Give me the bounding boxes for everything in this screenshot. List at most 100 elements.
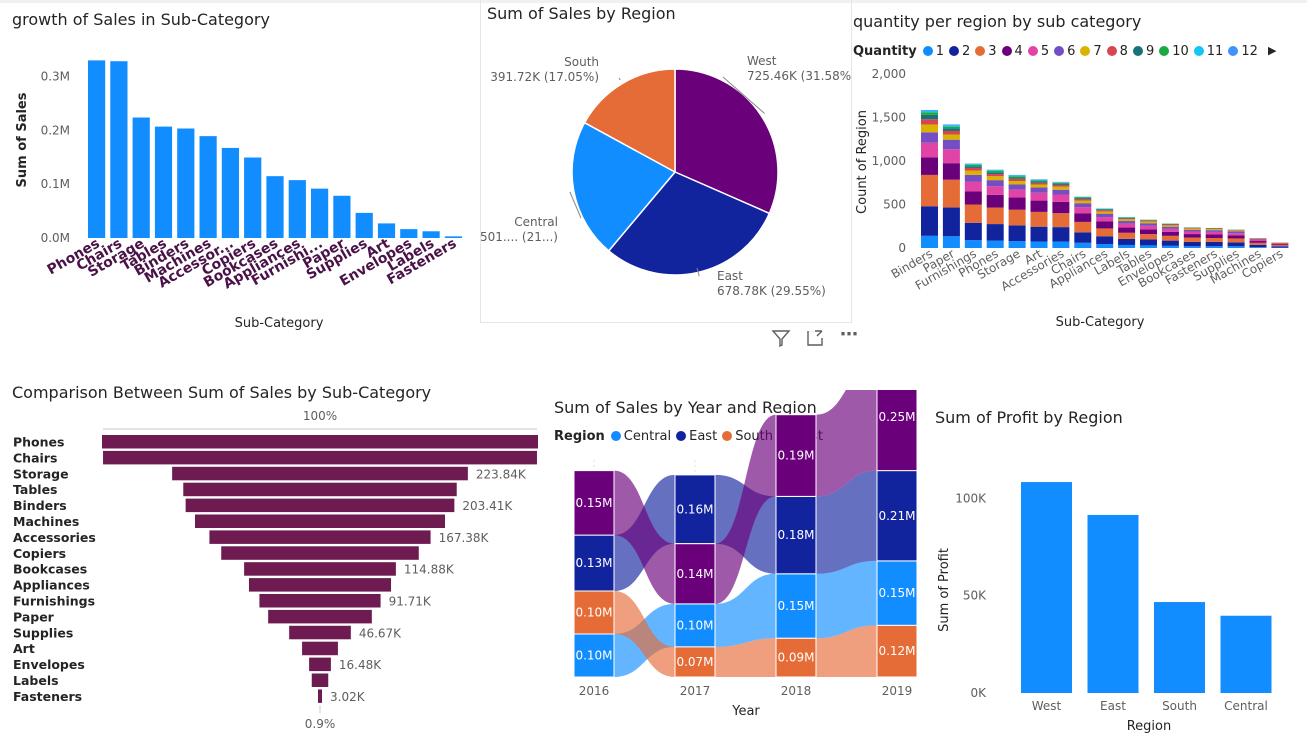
y-tick-label: 0 bbox=[898, 241, 906, 255]
chart-title: Comparison Between Sum of Sales by Sub-C… bbox=[12, 383, 432, 402]
bar-segment bbox=[1227, 242, 1245, 247]
y-tick-label: 0.2M bbox=[41, 123, 70, 137]
legend-item[interactable]: 7 bbox=[1080, 44, 1102, 59]
bar-segment bbox=[942, 130, 960, 135]
legend-dot bbox=[676, 431, 687, 441]
ribbon-value-label: 0.10M bbox=[575, 606, 612, 620]
bar bbox=[177, 128, 195, 238]
bar-segment bbox=[986, 171, 1004, 173]
x-tick-label: East bbox=[1100, 699, 1126, 713]
y-tick-label: 0.3M bbox=[41, 70, 70, 84]
chart-title: Sum of Sales by Region bbox=[487, 4, 676, 23]
bar-segment bbox=[1030, 226, 1048, 242]
ribbon-value-label: 0.13M bbox=[575, 556, 612, 570]
bar-segment bbox=[986, 240, 1004, 248]
funnel-category-label: Chairs bbox=[13, 450, 57, 465]
legend-next-arrow-icon[interactable]: ▶ bbox=[1268, 44, 1277, 57]
bar-segment bbox=[986, 180, 1004, 187]
funnel-value-label: 16.48K bbox=[339, 658, 382, 672]
funnel-category-label: Accessories bbox=[13, 530, 96, 545]
ribbon-column bbox=[674, 603, 716, 648]
funnel-bar bbox=[194, 514, 446, 528]
sales-subcategory-funnel-visual[interactable]: Comparison Between Sum of Sales by Sub-C… bbox=[0, 375, 550, 737]
ribbon-value-label: 0.19M bbox=[777, 449, 814, 463]
funnel-category-label: Supplies bbox=[13, 625, 73, 640]
chart-svg: 05001,0001,5002,000BindersPaperFurnishin… bbox=[855, 67, 1289, 330]
bar-segment bbox=[1052, 189, 1070, 195]
bar-segment bbox=[1183, 246, 1201, 248]
bar-segment bbox=[1205, 230, 1223, 232]
chart-svg: 0.0M0.1M0.2M0.3MPhonesChairsStorageTable… bbox=[15, 60, 462, 331]
legend-title: Region bbox=[554, 429, 605, 444]
x-tick-label: West bbox=[1032, 699, 1062, 713]
bar-segment bbox=[1008, 209, 1026, 226]
bar-segment bbox=[1074, 197, 1092, 199]
bar-segment bbox=[1140, 223, 1157, 226]
ribbon-value-label: 0.09M bbox=[777, 651, 814, 665]
funnel-category-label: Machines bbox=[13, 514, 79, 529]
funnel-category-label: Bookcases bbox=[13, 562, 87, 577]
chart-legend[interactable]: Quantity 1 2 3 4 5 6 7 8 9 10 11 12 bbox=[853, 44, 1263, 59]
focus-mode-icon[interactable] bbox=[805, 328, 825, 352]
chart-svg: 0K 50K 100K West East South Central Sum of Prof… bbox=[937, 482, 1272, 734]
bar-segment bbox=[1008, 241, 1026, 248]
bar-segment bbox=[921, 110, 938, 113]
profit-region-bar-visual[interactable]: Sum of Profit by Region 0K 50K 100K West Eas… bbox=[930, 395, 1307, 737]
legend-item[interactable]: 8 bbox=[1106, 44, 1128, 59]
funnel-bar bbox=[248, 578, 392, 592]
bar-segment bbox=[1140, 220, 1157, 222]
bar-segment bbox=[1030, 181, 1048, 183]
funnel-category-label: Furnishings bbox=[13, 594, 95, 609]
bar-segment bbox=[1249, 238, 1267, 240]
sales-year-region-ribbon-visual[interactable]: Sum of Sales by Year and Region Region Ce… bbox=[550, 390, 930, 737]
bar-segment bbox=[986, 186, 1004, 195]
bar-segment bbox=[1096, 221, 1114, 229]
legend-item[interactable]: 3 bbox=[975, 44, 997, 59]
bar-segment bbox=[1118, 244, 1136, 248]
legend-item[interactable]: East bbox=[676, 429, 717, 444]
bar bbox=[221, 147, 239, 238]
legend-label: East bbox=[689, 429, 718, 444]
bar-segment bbox=[1140, 239, 1157, 246]
legend-dot bbox=[1106, 46, 1117, 56]
legend-item[interactable]: 10 bbox=[1159, 44, 1189, 59]
bar-segment bbox=[964, 191, 982, 205]
bar-segment bbox=[1205, 234, 1223, 238]
legend-item[interactable]: 12 bbox=[1228, 44, 1258, 59]
funnel-value-label: 91.71K bbox=[389, 595, 432, 609]
legend-item[interactable]: 6 bbox=[1054, 44, 1075, 59]
legend-item[interactable]: Central bbox=[610, 429, 671, 444]
bar-segment bbox=[1008, 184, 1026, 190]
funnel-category-label: Fasteners bbox=[13, 689, 82, 704]
bar-segment bbox=[1030, 184, 1048, 188]
bar-segment bbox=[1074, 213, 1092, 222]
bar-segment bbox=[942, 124, 960, 126]
legend-item[interactable]: 5 bbox=[1027, 44, 1049, 59]
legend-dot bbox=[610, 431, 621, 441]
legend-item[interactable]: 11 bbox=[1193, 44, 1223, 59]
funnel-category-label: Storage bbox=[13, 466, 69, 481]
bar-segment bbox=[1183, 231, 1201, 235]
bar-segment bbox=[1271, 246, 1289, 248]
funnel-value-label: 114.88K bbox=[404, 563, 455, 577]
legend-item[interactable]: 2 bbox=[948, 44, 970, 59]
sales-subcategory-bar-visual[interactable]: growth of Sales in Sub-Category 0.0M 0.1M… bbox=[0, 0, 470, 345]
legend-item[interactable]: 4 bbox=[1001, 44, 1023, 59]
bar-segment bbox=[1030, 211, 1048, 227]
legend-item[interactable]: 9 bbox=[1132, 44, 1154, 59]
bar bbox=[199, 136, 217, 238]
more-options-icon[interactable]: ⋯ bbox=[840, 324, 858, 345]
slice-value-label: 391.72K (17.05%) bbox=[490, 70, 599, 84]
ribbon-band bbox=[816, 390, 877, 497]
bar-segment bbox=[1205, 228, 1223, 231]
quantity-region-stacked-visual[interactable]: quantity per region by sub category Quan… bbox=[852, 0, 1307, 345]
ribbon-column bbox=[775, 495, 817, 575]
bar-segment bbox=[964, 167, 982, 171]
legend-dot bbox=[1132, 46, 1143, 56]
sales-region-pie-visual[interactable]: Sum of Sales by Region West 725.46K (31.5… bbox=[480, 0, 852, 323]
ribbon-value-label: 0.15M bbox=[777, 599, 814, 613]
filter-icon[interactable] bbox=[771, 328, 791, 352]
bar-segment bbox=[1249, 239, 1267, 242]
bar-segment bbox=[921, 124, 938, 133]
legend-item[interactable]: 1 bbox=[922, 44, 944, 59]
